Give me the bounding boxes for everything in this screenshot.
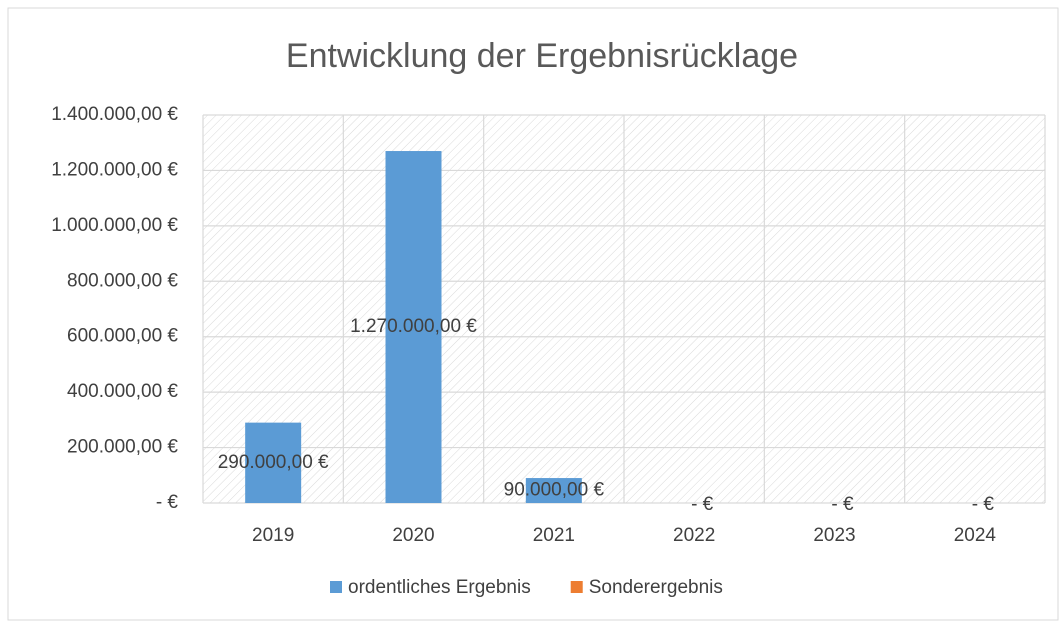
y-tick-label: 600.000,00 €	[67, 326, 178, 347]
legend-label: ordentliches Ergebnis	[348, 577, 531, 598]
x-tick-label: 2022	[673, 525, 715, 546]
legend-swatch	[330, 581, 342, 593]
bar	[385, 151, 442, 503]
data-label: - €	[691, 494, 714, 515]
data-label: 290.000,00 €	[218, 452, 329, 473]
y-tick-label: 1.200.000,00 €	[51, 159, 178, 180]
x-tick-label: 2021	[533, 525, 575, 546]
x-tick-label: 2020	[392, 525, 434, 546]
bar	[245, 422, 302, 503]
x-tick-label: 2019	[252, 525, 294, 546]
y-tick-label: - €	[156, 492, 179, 513]
data-label: - €	[831, 494, 854, 515]
y-tick-label: 1.000.000,00 €	[51, 215, 178, 236]
y-tick-label: 400.000,00 €	[67, 381, 178, 402]
x-tick-label: 2024	[954, 525, 997, 546]
bar	[525, 478, 582, 503]
chart-title: Entwicklung der Ergebnisrücklage	[286, 37, 798, 75]
x-tick-label: 2023	[813, 525, 855, 546]
y-tick-label: 200.000,00 €	[67, 437, 178, 458]
data-label: 90.000,00 €	[504, 480, 605, 501]
y-tick-label: 1.400.000,00 €	[51, 104, 178, 125]
data-label: - €	[972, 494, 995, 515]
y-tick-label: 800.000,00 €	[67, 270, 178, 291]
legend-swatch	[570, 581, 583, 593]
data-label: 1.270.000,00 €	[350, 316, 477, 337]
legend-label: Sonderergebnis	[589, 577, 723, 598]
